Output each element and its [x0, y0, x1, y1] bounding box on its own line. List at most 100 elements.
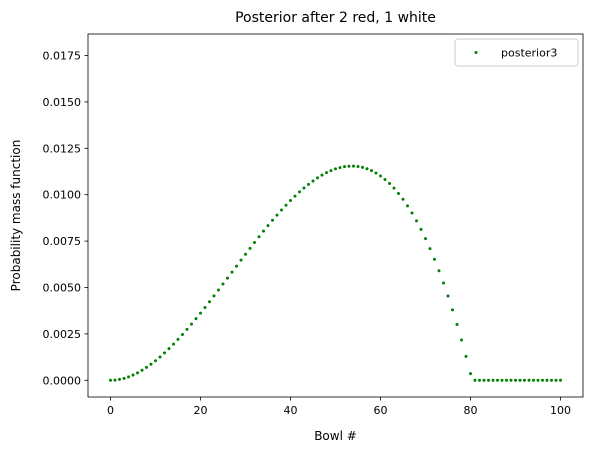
data-point	[230, 270, 234, 274]
y-tick-label: 0.0025	[43, 328, 82, 341]
data-point	[176, 337, 180, 341]
data-point	[500, 378, 504, 382]
data-point	[109, 378, 112, 382]
data-point	[257, 235, 261, 239]
data-point	[289, 199, 292, 203]
data-point	[424, 237, 427, 241]
data-point	[248, 246, 252, 250]
data-point	[194, 317, 198, 321]
x-tick-label: 40	[284, 404, 298, 417]
legend-box	[454, 38, 579, 67]
data-point	[311, 179, 315, 183]
data-point	[154, 359, 157, 363]
data-point	[347, 164, 351, 168]
x-ticks: 0 20 40 60 80 100	[107, 397, 571, 417]
data-point	[415, 219, 418, 223]
data-point	[212, 294, 216, 298]
data-point	[536, 378, 540, 382]
data-point	[221, 282, 225, 286]
data-point	[320, 173, 324, 177]
data-point	[460, 338, 463, 342]
data-point	[244, 252, 247, 256]
data-point	[545, 378, 549, 382]
data-point	[131, 373, 135, 377]
data-point	[149, 362, 153, 366]
data-point	[478, 378, 481, 382]
data-point	[302, 186, 306, 190]
data-point	[280, 208, 283, 212]
x-tick-label: 100	[550, 404, 571, 417]
data-point	[158, 355, 162, 359]
data-point	[523, 378, 526, 382]
data-point	[338, 166, 342, 170]
data-point	[352, 164, 355, 168]
data-point	[554, 378, 558, 382]
data-point	[235, 264, 238, 268]
data-point	[392, 186, 396, 190]
data-point	[541, 378, 544, 382]
data-point	[239, 258, 243, 262]
data-point	[190, 322, 193, 326]
chart-title: Posterior after 2 red, 1 white	[235, 10, 436, 26]
data-point	[127, 375, 130, 379]
data-point	[208, 300, 211, 304]
data-point	[464, 354, 468, 358]
data-point	[509, 378, 513, 382]
data-point	[307, 182, 310, 186]
data-point	[271, 218, 274, 222]
y-tick-label: 0.0100	[43, 189, 82, 202]
data-point	[122, 376, 126, 380]
data-point	[428, 247, 432, 251]
data-point	[532, 378, 535, 382]
x-tick-label: 60	[374, 404, 388, 417]
legend: posterior3	[454, 38, 579, 67]
data-point	[217, 288, 220, 292]
legend-label: posterior3	[501, 47, 557, 60]
data-point	[167, 347, 171, 351]
data-point	[514, 378, 517, 382]
data-point	[266, 224, 270, 228]
data-point	[293, 194, 297, 198]
y-axis-label: Probability mass function	[9, 140, 23, 292]
data-point	[419, 227, 423, 231]
data-point	[203, 305, 207, 309]
data-point	[397, 191, 400, 195]
data-point	[559, 378, 562, 382]
legend-marker	[474, 51, 478, 54]
data-point	[473, 378, 477, 382]
data-point	[343, 165, 346, 169]
data-point	[518, 378, 522, 382]
y-tick-label: 0.0175	[43, 50, 82, 63]
data-point	[145, 365, 148, 369]
data-point	[199, 311, 202, 315]
x-tick-label: 20	[194, 404, 208, 417]
data-point	[329, 169, 333, 173]
data-point	[172, 342, 175, 346]
scatter-points	[109, 164, 562, 382]
data-point	[356, 165, 360, 169]
data-point	[442, 281, 445, 285]
data-point	[118, 377, 121, 381]
data-point	[491, 378, 495, 382]
data-point	[370, 169, 373, 173]
plot-frame	[87, 33, 584, 398]
data-point	[325, 171, 328, 175]
data-point	[446, 294, 450, 298]
data-point	[163, 351, 166, 355]
data-point	[496, 378, 499, 382]
data-point	[527, 378, 531, 382]
data-point	[388, 182, 391, 186]
data-point	[334, 167, 337, 171]
data-point	[298, 190, 301, 194]
data-point	[140, 368, 144, 372]
y-tick-label: 0.0125	[43, 142, 82, 155]
data-point	[455, 323, 459, 327]
data-point	[383, 177, 387, 181]
data-point	[374, 171, 378, 175]
data-point	[437, 269, 441, 273]
data-point	[482, 378, 486, 382]
data-point	[406, 204, 409, 208]
data-point	[316, 176, 319, 180]
data-point	[113, 378, 117, 382]
